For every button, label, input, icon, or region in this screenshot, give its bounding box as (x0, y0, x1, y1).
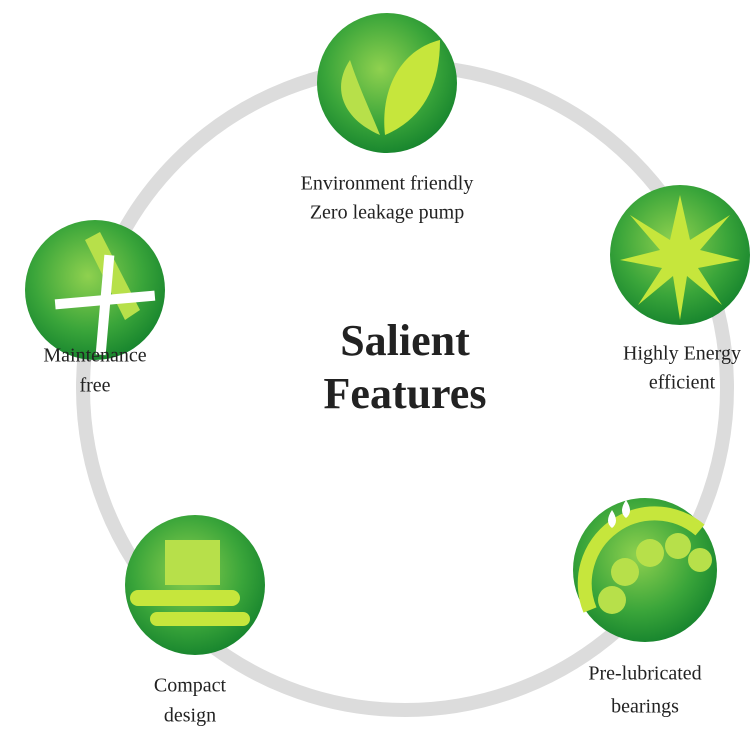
node-label: Pre-lubricated (588, 663, 701, 685)
node-label: free (79, 375, 110, 397)
compact-icon (125, 515, 265, 655)
node-label: design (164, 705, 216, 727)
node-label: Environment friendly (301, 173, 474, 195)
node-label: Compact (154, 675, 227, 697)
node-label: Maintenance (43, 345, 146, 367)
node-label: Zero leakage pump (310, 202, 464, 224)
title: Salient (340, 316, 470, 365)
bearing-icon (573, 498, 717, 642)
maintenance-icon (25, 220, 165, 360)
node-label: efficient (649, 372, 716, 394)
node-label: Highly Energy (623, 343, 741, 365)
node-label: bearings (611, 696, 679, 718)
title: Features (324, 369, 487, 418)
features-diagram: Salient Features Environment friendly Ze… (0, 0, 751, 729)
energy-icon (610, 185, 750, 325)
eco-icon (317, 13, 457, 153)
